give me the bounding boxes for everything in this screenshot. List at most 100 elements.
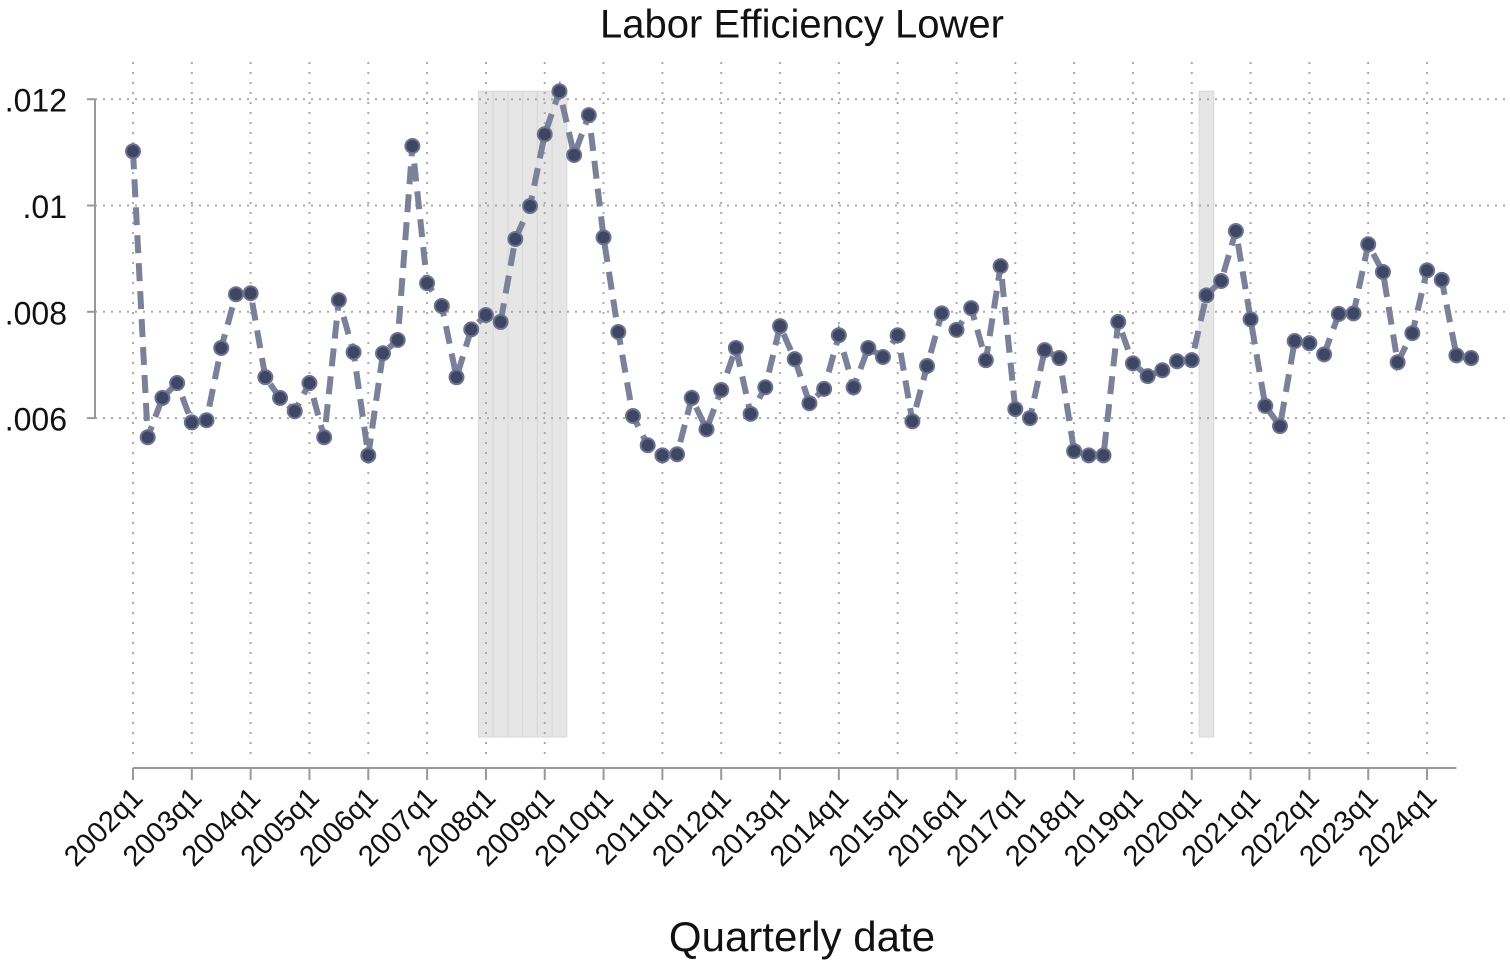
shaded-bar bbox=[522, 90, 538, 738]
data-point bbox=[1080, 447, 1097, 464]
data-point bbox=[154, 389, 171, 406]
x-axis-title: Quarterly date bbox=[669, 913, 935, 960]
shaded-bar bbox=[536, 90, 553, 738]
data-point bbox=[198, 412, 215, 429]
data-point bbox=[639, 437, 656, 454]
data-point bbox=[1419, 262, 1436, 279]
data-point bbox=[213, 339, 230, 356]
data-point bbox=[1110, 313, 1127, 330]
data-point bbox=[227, 286, 244, 303]
data-point bbox=[1345, 305, 1362, 322]
data-point bbox=[1360, 236, 1377, 253]
data-point bbox=[242, 285, 259, 302]
data-point bbox=[610, 324, 627, 341]
data-point bbox=[169, 375, 186, 392]
data-point bbox=[1301, 335, 1318, 352]
data-point bbox=[992, 258, 1009, 275]
data-point bbox=[977, 352, 994, 369]
data-point bbox=[492, 313, 509, 330]
shaded-bar bbox=[507, 90, 524, 738]
data-point bbox=[536, 126, 553, 143]
data-point bbox=[1330, 305, 1347, 322]
data-point bbox=[1213, 272, 1230, 289]
data-point bbox=[1316, 346, 1333, 363]
y-tick-label: .008 bbox=[5, 295, 67, 331]
data-point bbox=[286, 403, 303, 420]
data-point bbox=[1139, 368, 1156, 385]
data-point bbox=[1271, 418, 1288, 435]
data-point bbox=[713, 381, 730, 398]
data-point bbox=[551, 83, 568, 100]
data-point bbox=[860, 339, 877, 356]
data-point bbox=[404, 137, 421, 154]
shaded-bar bbox=[492, 90, 509, 738]
data-point bbox=[301, 375, 318, 392]
data-point bbox=[257, 369, 274, 386]
data-point bbox=[830, 327, 847, 344]
data-point bbox=[389, 331, 406, 348]
data-point bbox=[1374, 263, 1391, 280]
data-point bbox=[801, 395, 818, 412]
chart-title: Labor Efficiency Lower bbox=[600, 3, 1004, 47]
data-point bbox=[757, 379, 774, 396]
data-point bbox=[419, 275, 436, 292]
data-point bbox=[1404, 325, 1421, 342]
data-point bbox=[448, 369, 465, 386]
shaded-bar bbox=[1198, 90, 1215, 738]
data-point bbox=[727, 339, 744, 356]
data-point bbox=[595, 229, 612, 246]
data-point bbox=[1036, 342, 1053, 359]
data-point bbox=[919, 358, 936, 375]
y-tick-label: .012 bbox=[5, 83, 67, 119]
data-point bbox=[1095, 447, 1112, 464]
data-point bbox=[1022, 410, 1039, 427]
data-point bbox=[963, 300, 980, 317]
shaded-bar bbox=[478, 90, 494, 738]
data-point bbox=[522, 198, 539, 215]
data-point bbox=[507, 230, 524, 247]
data-point bbox=[772, 318, 789, 335]
data-point bbox=[1169, 353, 1186, 370]
data-point bbox=[316, 429, 333, 446]
data-point bbox=[183, 414, 200, 431]
data-point bbox=[433, 297, 450, 314]
data-point bbox=[1463, 350, 1480, 367]
data-point bbox=[477, 306, 494, 323]
data-point bbox=[742, 405, 759, 422]
shaded-bar bbox=[551, 90, 568, 738]
data-point bbox=[374, 345, 391, 362]
data-point bbox=[845, 379, 862, 396]
data-point bbox=[1051, 350, 1068, 367]
data-point bbox=[1066, 443, 1083, 460]
data-point bbox=[1007, 401, 1024, 418]
data-point bbox=[463, 321, 480, 338]
data-point bbox=[683, 389, 700, 406]
data-line bbox=[130, 80, 1472, 459]
data-point bbox=[874, 348, 891, 365]
data-point bbox=[360, 447, 377, 464]
data-point bbox=[1257, 397, 1274, 414]
data-point bbox=[816, 380, 833, 397]
data-point bbox=[1242, 311, 1259, 328]
data-point bbox=[948, 321, 965, 338]
data-point bbox=[139, 429, 156, 446]
data-point bbox=[330, 292, 347, 309]
data-point bbox=[1227, 223, 1244, 240]
data-point bbox=[1286, 333, 1303, 350]
data-point bbox=[698, 421, 715, 438]
data-point bbox=[1389, 354, 1406, 371]
data-point bbox=[566, 147, 583, 164]
data-point bbox=[1124, 355, 1141, 372]
data-point bbox=[889, 327, 906, 344]
data-point bbox=[1448, 347, 1465, 364]
data-point bbox=[654, 447, 671, 464]
data-point bbox=[345, 344, 362, 361]
data-point bbox=[624, 407, 641, 424]
data-point bbox=[125, 143, 141, 160]
data-point bbox=[1198, 287, 1215, 304]
data-point bbox=[272, 389, 289, 406]
y-tick-label: .006 bbox=[5, 402, 67, 438]
data-point bbox=[1433, 271, 1450, 288]
